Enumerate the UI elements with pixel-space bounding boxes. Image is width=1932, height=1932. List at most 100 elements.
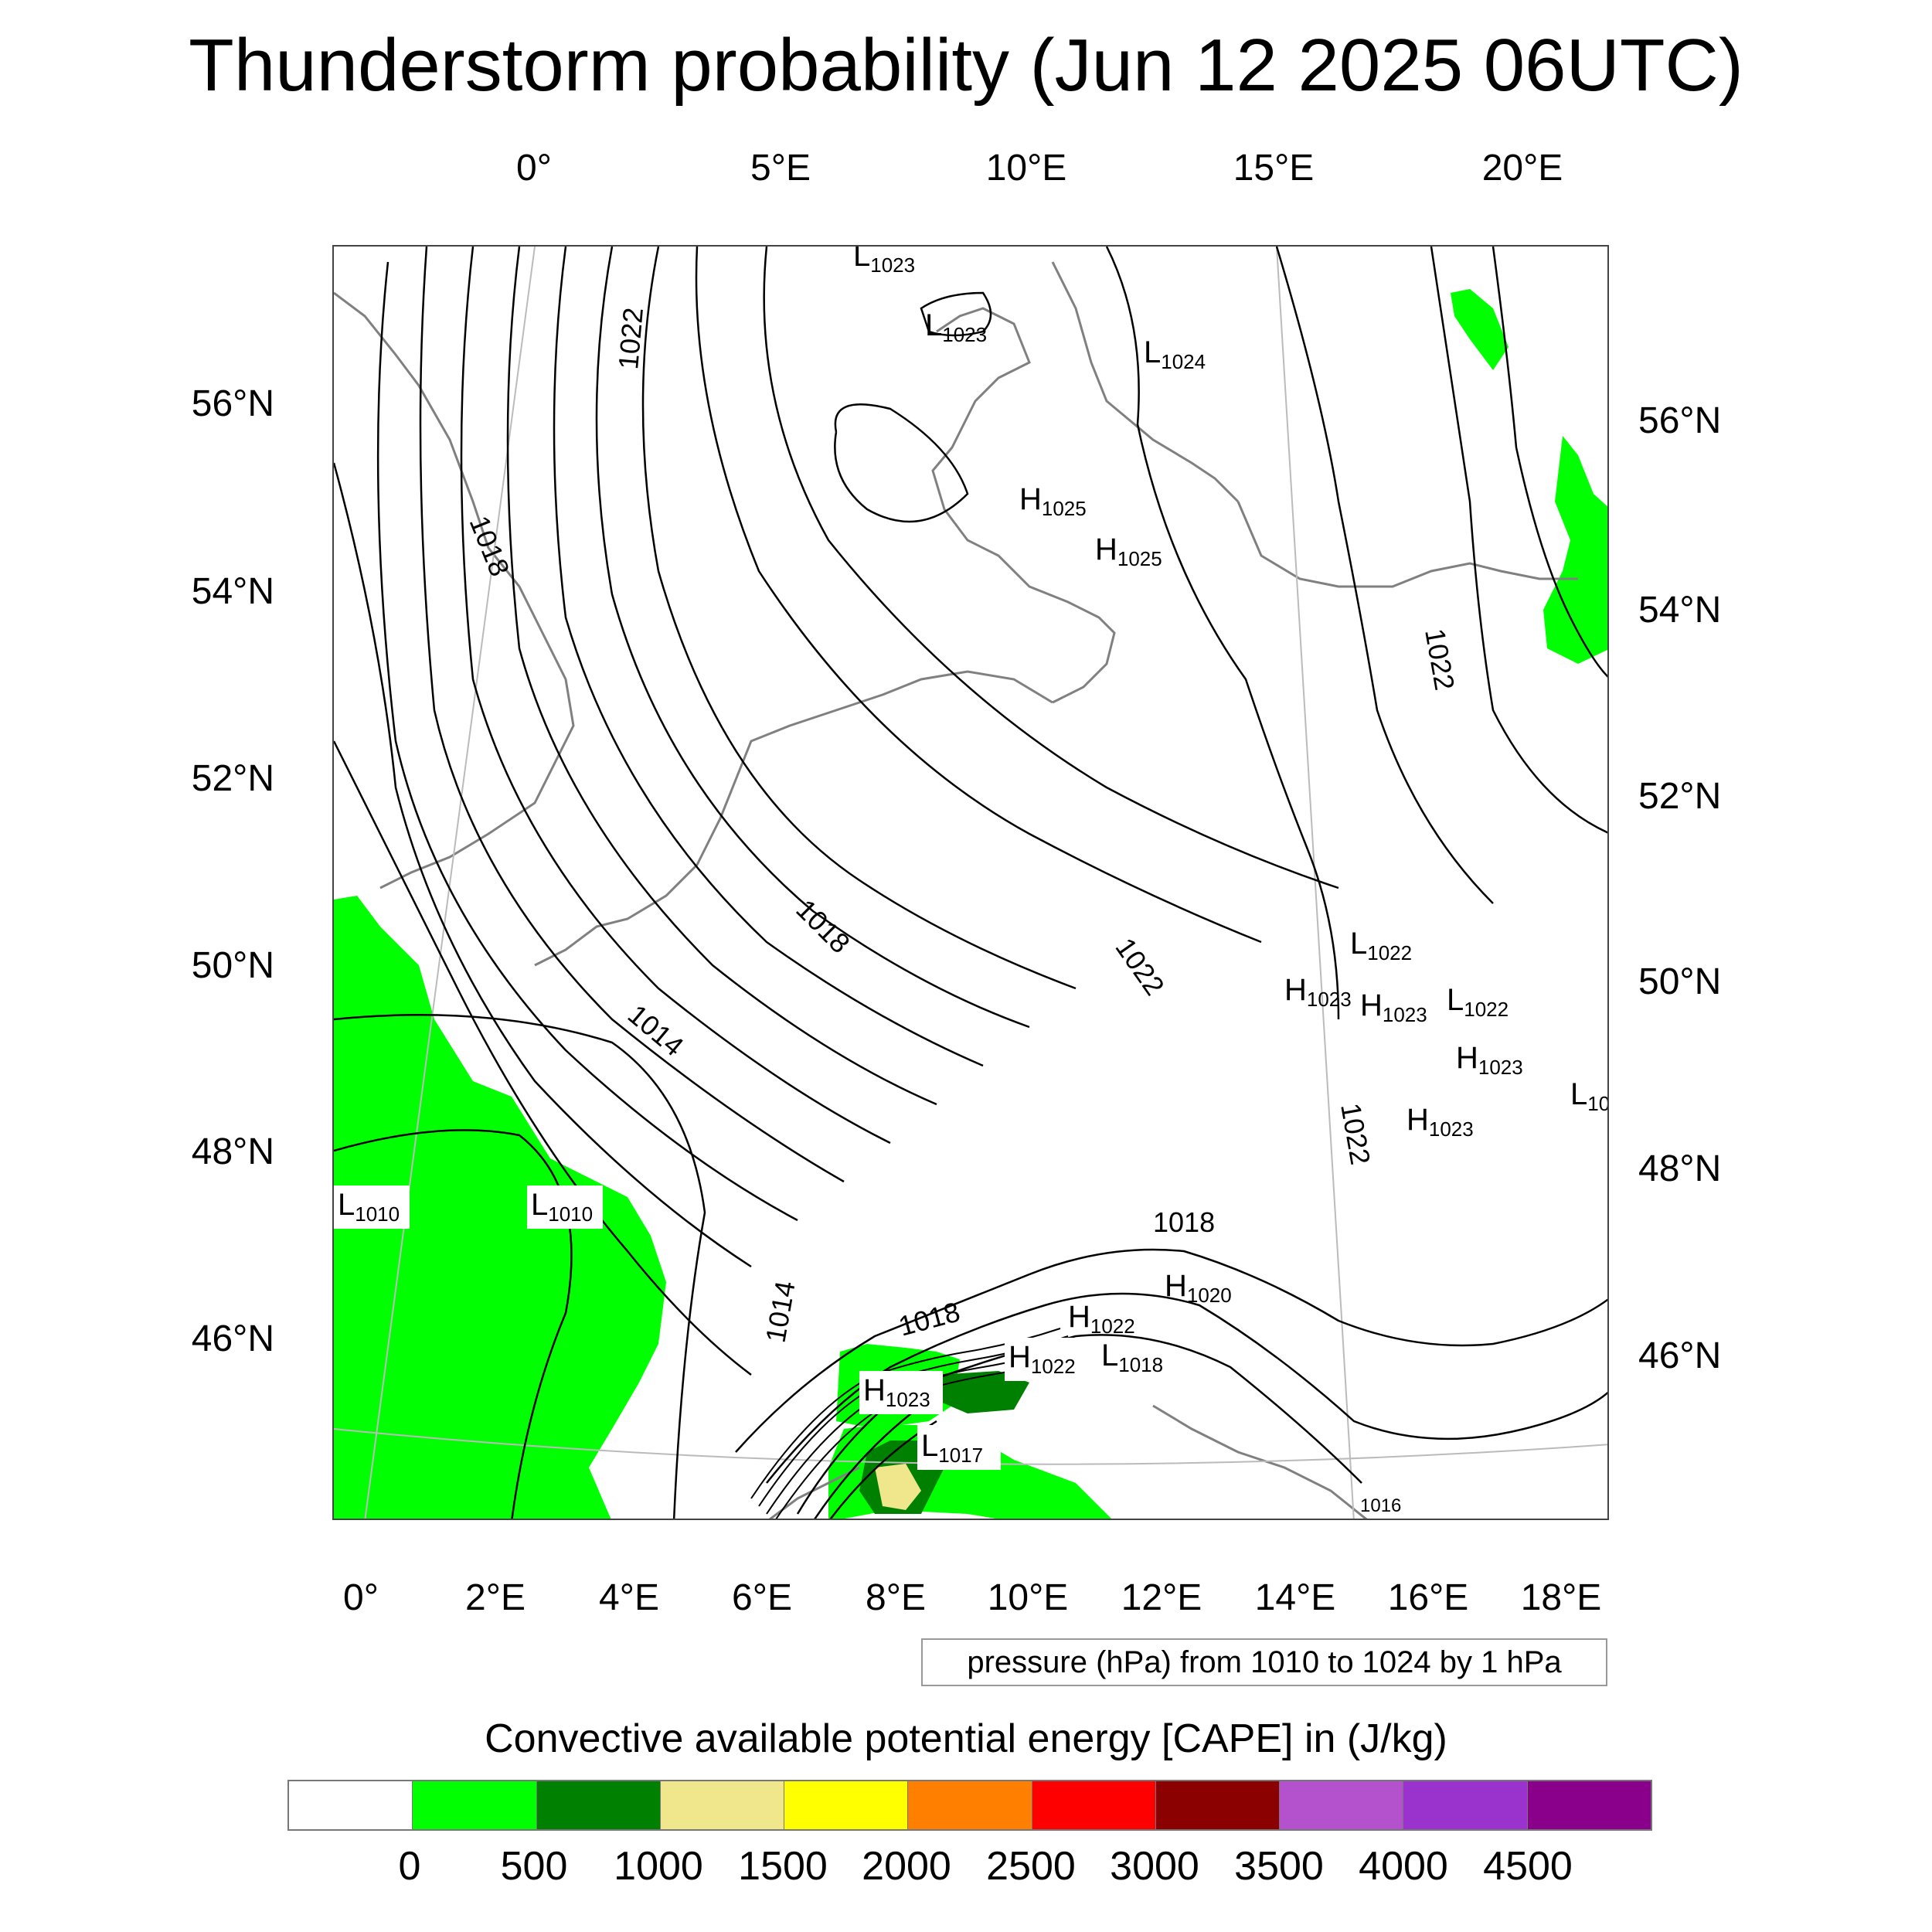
- contour-label: 1014: [622, 998, 690, 1063]
- top-lon-label: 0°: [516, 148, 552, 189]
- pressure-center-box: [859, 1371, 943, 1414]
- isobar: [766, 1292, 1607, 1484]
- bottom-lon-label: 2°E: [465, 1577, 526, 1618]
- colorbar-swatch: [536, 1781, 661, 1829]
- left-lat-label: 46°N: [191, 1318, 274, 1359]
- pressure-center-label: H1025: [1019, 482, 1087, 520]
- pressure-center-box: [527, 1185, 603, 1229]
- colorbar-swatch: [784, 1781, 909, 1829]
- isobar: [334, 462, 752, 1268]
- contour-label: 1018: [464, 512, 516, 581]
- pressure-center-label: L1017: [921, 1429, 983, 1467]
- colorbar-label: 2000: [862, 1844, 951, 1889]
- colorbar-swatch: [1155, 1781, 1281, 1829]
- right-lat-label: 54°N: [1638, 590, 1722, 631]
- colorbar-title: Convective available potential energy [C…: [485, 1716, 1447, 1761]
- colorbar-swatch: [908, 1781, 1032, 1829]
- bottom-lon-label: 6°E: [732, 1577, 792, 1618]
- pressure-center-label: L1018: [1101, 1338, 1163, 1376]
- pressure-center-box: [334, 1185, 410, 1229]
- isobar: [814, 1405, 922, 1519]
- right-lat-label: 48°N: [1638, 1148, 1722, 1189]
- pressure-center-label: L1023: [925, 308, 987, 346]
- isobar: [796, 1334, 1362, 1515]
- cape-area-west: [334, 896, 666, 1519]
- cape-area-baltic-north: [1451, 289, 1509, 370]
- pressure-center-label: L1022: [1447, 983, 1509, 1021]
- right-lat-label: 46°N: [1638, 1335, 1722, 1376]
- isobar: [735, 1248, 1607, 1453]
- colorbar-label: 2500: [986, 1844, 1076, 1889]
- colorbar-label: 3000: [1110, 1844, 1199, 1889]
- isobar: [460, 247, 891, 1145]
- coastlines: [334, 261, 1578, 1519]
- left-lat-label: 52°N: [191, 758, 274, 799]
- isobars: [334, 247, 1607, 1519]
- colorbar-label: 1000: [614, 1844, 703, 1889]
- colorbar-swatch: [1527, 1781, 1651, 1829]
- coastline-north-sea: [534, 670, 1053, 967]
- left-lat-label: 50°N: [191, 945, 274, 986]
- isobar: [834, 403, 969, 523]
- isobar: [1492, 247, 1607, 678]
- isobar: [334, 740, 752, 1376]
- bottom-lon-label: 18°E: [1520, 1577, 1602, 1618]
- pressure-center-label: H1022: [1009, 1340, 1076, 1378]
- isobar: [506, 247, 937, 1106]
- isobar: [595, 247, 1030, 1029]
- left-lat-label: 54°N: [191, 571, 274, 612]
- coastline-sweden: [1051, 261, 1240, 503]
- graticule-meridian: [1276, 247, 1355, 1519]
- contour-label: 1018: [895, 1295, 963, 1342]
- isobar: [1105, 247, 1340, 1020]
- right-lat-label: 56°N: [1638, 400, 1722, 441]
- pressure-center-box: [917, 1425, 1001, 1470]
- pressure-center-label: L1022: [1350, 927, 1412, 964]
- top-lon-label: 15°E: [1233, 148, 1315, 189]
- pressure-center-label: H1023: [1284, 973, 1352, 1011]
- graticule-meridian: [364, 247, 536, 1519]
- bottom-lon-label: 8°E: [866, 1577, 926, 1618]
- bottom-lon-label: 16°E: [1387, 1577, 1469, 1618]
- contour-label: 1018: [790, 893, 856, 960]
- colorbar-label: 3500: [1234, 1844, 1324, 1889]
- contour-label: 1016: [1360, 1495, 1401, 1516]
- pressure-center-label: H1025: [1095, 532, 1162, 570]
- colorbar-swatch: [660, 1781, 785, 1829]
- pressure-center-label: H1023: [1406, 1103, 1474, 1141]
- cape-shading: [334, 289, 1607, 1519]
- bottom-lon-label: 4°E: [599, 1577, 659, 1618]
- left-lat-label: 56°N: [191, 383, 274, 424]
- colorbar-swatch: [1403, 1781, 1528, 1829]
- pressure-centers: L1023 L1023 L1024 H1025 H1025 L1022 H102…: [334, 247, 1607, 1470]
- colorbar-label: 500: [500, 1844, 568, 1889]
- isobar: [1275, 247, 1494, 904]
- bottom-lon-label: 10°E: [987, 1577, 1069, 1618]
- colorbar-label: 4000: [1359, 1844, 1448, 1889]
- isobar: [1430, 247, 1607, 834]
- isobar: [553, 247, 984, 1067]
- bottom-lon-label: 0°: [343, 1577, 379, 1618]
- map-canvas: 1022 1018 1018 1014 1022 1022 1022 1018 …: [334, 247, 1607, 1519]
- colorbar-swatch: [289, 1781, 413, 1829]
- colorbar-swatch: [1280, 1781, 1404, 1829]
- pressure-center-label: L1010: [531, 1188, 593, 1226]
- top-lon-label: 20°E: [1481, 148, 1563, 189]
- pressure-center-label: H1023: [1360, 988, 1427, 1026]
- isobar: [920, 291, 992, 337]
- coastline-denmark: [931, 307, 1116, 704]
- contour-label: 1022: [1109, 932, 1171, 1001]
- coastline-baltic-south: [1236, 501, 1578, 588]
- top-lon-label: 10°E: [985, 148, 1067, 189]
- isobar: [419, 247, 845, 1183]
- colorbar-swatch: [413, 1781, 537, 1829]
- pressure-center-label: H1023: [863, 1373, 930, 1411]
- colorbar-swatch: [1032, 1781, 1156, 1829]
- colorbar-label: 4500: [1483, 1844, 1573, 1889]
- pressure-center-label: L1024: [1144, 335, 1206, 373]
- isobar: [334, 1014, 706, 1519]
- isobar: [641, 247, 1077, 990]
- coastline-uk: [334, 291, 575, 889]
- map-panel: 1022 1018 1018 1014 1022 1022 1022 1018 …: [332, 245, 1609, 1520]
- colorbar-label: 1500: [738, 1844, 828, 1889]
